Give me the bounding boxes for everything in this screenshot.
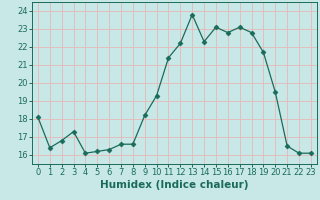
X-axis label: Humidex (Indice chaleur): Humidex (Indice chaleur): [100, 180, 249, 190]
